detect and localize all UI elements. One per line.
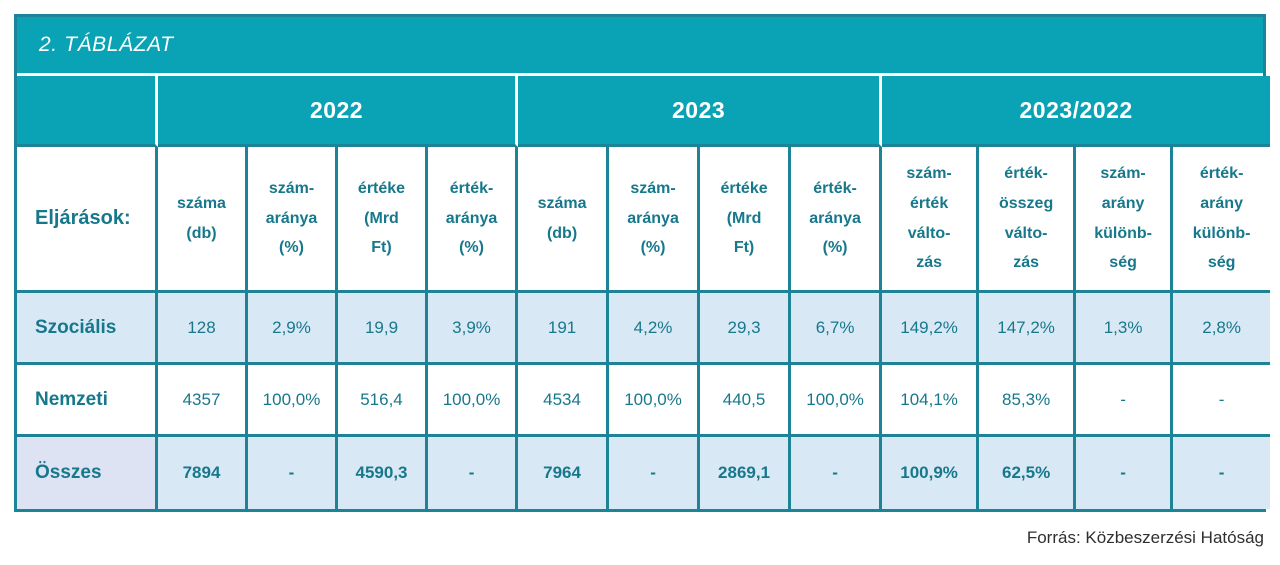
data-cell: 7894 [158,437,248,509]
data-cell: 100,0% [609,365,701,437]
row-label-nemzeti: Nemzeti [17,365,158,437]
data-cell: 4534 [518,365,610,437]
subheader-2023-erteke: értéke (Mrd Ft) [700,147,792,293]
data-cell: 149,2% [882,293,980,365]
data-cell: 100,0% [428,365,519,437]
data-cell: 19,9 [338,293,428,365]
corner-blank-cell [17,76,158,147]
data-cell: - [428,437,519,509]
data-cell: - [248,437,338,509]
subheader-2023-ertekaranya: érték- aránya (%) [791,147,883,293]
data-cell: 29,3 [700,293,792,365]
data-cell: - [1173,437,1271,509]
subheader-2022-erteke: értéke (Mrd Ft) [338,147,428,293]
data-cell: 128 [158,293,248,365]
statistics-table: 2. TÁBLÁZAT 2022 2023 2023/2022 Eljáráso… [14,14,1271,512]
row-label-szocialis: Szociális [17,293,158,365]
subheader-ertekarany-kulonbseg: érték- arány különb- ség [1173,147,1271,293]
data-cell: - [791,437,883,509]
data-cell: 100,9% [882,437,980,509]
year-group-header-row: 2022 2023 2023/2022 [17,76,1271,147]
subheader-szamarany-kulonbseg: szám- arány különb- ség [1076,147,1174,293]
data-cell: 440,5 [700,365,792,437]
subheader-2023-szama: száma (db) [518,147,610,293]
data-cell: - [1076,365,1174,437]
subheader-2022-szamaranya: szám- aránya (%) [248,147,338,293]
row-header-title: Eljárások: [17,147,158,293]
table-row-szocialis: Szociális 128 2,9% 19,9 3,9% 191 4,2% 29… [17,293,1271,365]
data-cell: 147,2% [979,293,1077,365]
data-cell: - [1076,437,1174,509]
subheader-2023-szamaranya: szám- aránya (%) [609,147,701,293]
data-cell: 4,2% [609,293,701,365]
data-cell: 2,9% [248,293,338,365]
group-header-2022: 2022 [158,76,519,147]
data-cell: 7964 [518,437,610,509]
data-cell: - [1173,365,1271,437]
data-cell: 100,0% [248,365,338,437]
subheader-2022-ertekaranya: érték- aránya (%) [428,147,519,293]
data-cell: 2869,1 [700,437,792,509]
data-cell: 2,8% [1173,293,1271,365]
data-cell: 1,3% [1076,293,1174,365]
data-cell: 62,5% [979,437,1077,509]
data-table: 2022 2023 2023/2022 Eljárások: száma (db… [17,76,1271,509]
data-cell: 516,4 [338,365,428,437]
table-title-bar: 2. TÁBLÁZAT [17,17,1263,76]
group-header-2023-2022: 2023/2022 [882,76,1271,147]
data-cell: 191 [518,293,610,365]
source-attribution: Forrás: Közbeszerzési Hatóság [1026,528,1264,547]
table-row-nemzeti: Nemzeti 4357 100,0% 516,4 100,0% 4534 10… [17,365,1271,437]
row-label-osszes: Összes [17,437,158,509]
subheader-szamertek-valtozas: szám- érték válto- zás [882,147,980,293]
data-cell: 104,1% [882,365,980,437]
data-cell: - [609,437,701,509]
data-cell: 100,0% [791,365,883,437]
data-cell: 85,3% [979,365,1077,437]
subheader-row: Eljárások: száma (db) szám- aránya (%) é… [17,147,1271,293]
data-cell: 6,7% [791,293,883,365]
table-title: 2. TÁBLÁZAT [39,33,174,56]
data-cell: 3,9% [428,293,519,365]
group-header-2023: 2023 [518,76,883,147]
data-cell: 4590,3 [338,437,428,509]
table-row-osszes: Összes 7894 - 4590,3 - 7964 - 2869,1 - 1… [17,437,1271,509]
subheader-2022-szama: száma (db) [158,147,248,293]
data-cell: 4357 [158,365,248,437]
subheader-ertekosszeg-valtozas: érték- összeg válto- zás [979,147,1077,293]
